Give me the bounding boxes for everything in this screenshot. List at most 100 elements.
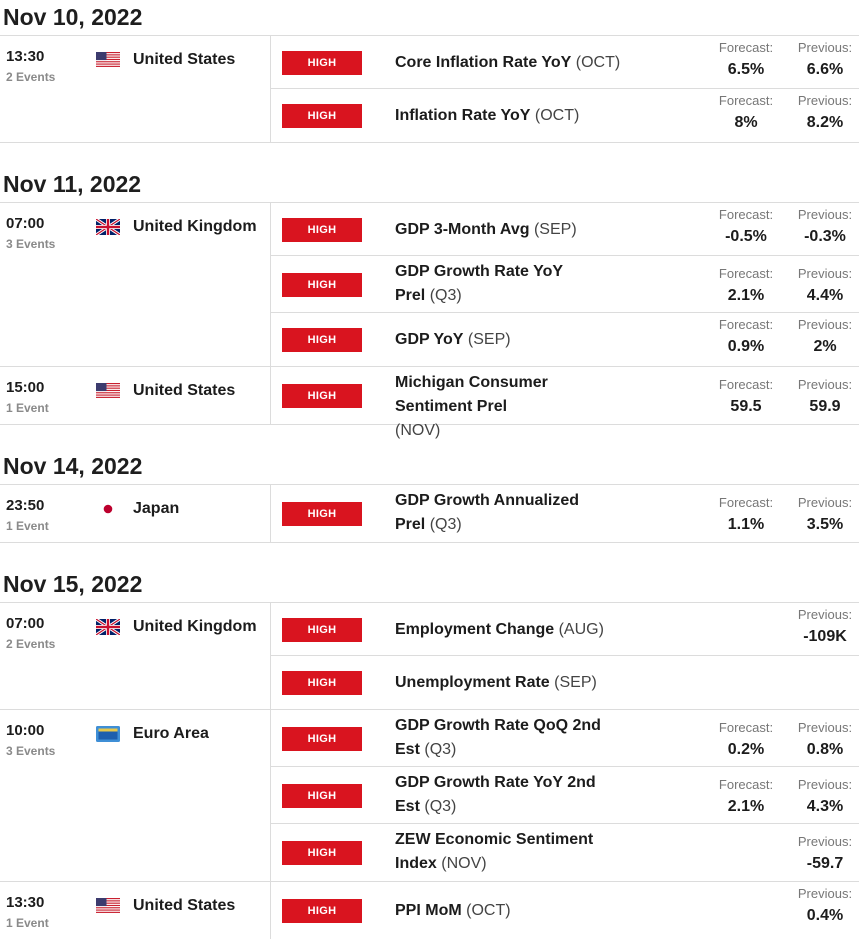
forecast-value: 2.1%	[727, 287, 765, 304]
event-period: (NOV)	[441, 855, 487, 872]
event-row[interactable]: HIGH GDP 3-Month Avg (SEP) Forecast: -0.5% P…	[271, 203, 859, 256]
event-row[interactable]: HIGH GDP Growth Annualized Prel (Q3) Forec…	[271, 485, 859, 542]
time-country-cell: 07:00 2 Events United Kingdom	[0, 603, 271, 709]
event-count: 2 Events	[6, 70, 56, 84]
event-time: 10:00	[6, 722, 45, 739]
event-title: GDP Growth Rate YoY 2nd Est	[395, 774, 596, 815]
forecast-label: Forecast:	[718, 777, 774, 792]
event-name[interactable]: PPI MoM (OCT)	[395, 899, 635, 923]
event-name[interactable]: Core Inflation Rate YoY (OCT)	[395, 51, 635, 75]
country-name[interactable]: Euro Area	[133, 725, 209, 742]
day-spacer	[0, 543, 859, 567]
previous-stat: Previous: 3.5%	[785, 495, 859, 536]
event-time: 07:00	[6, 215, 45, 232]
previous-stat: Previous: 0.8%	[785, 720, 859, 761]
event-name[interactable]: ZEW Economic Sentiment Index (NOV)	[395, 828, 595, 876]
forecast-value: 2.1%	[727, 798, 765, 815]
event-row[interactable]: HIGH GDP YoY (SEP) Forecast: 0.9% Previous: 2…	[271, 313, 859, 366]
day-date-header: Nov 14, 2022	[0, 449, 859, 485]
time-group: 23:50 1 Event Japan HIGH GDP Growth Annualiz…	[0, 485, 859, 543]
country-name[interactable]: United States	[133, 382, 236, 399]
event-period: (OCT)	[534, 107, 580, 124]
day-date-header: Nov 10, 2022	[0, 0, 859, 36]
impact-badge-high: HIGH	[282, 104, 362, 128]
event-name[interactable]: GDP Growth Rate YoY Prel (Q3)	[395, 260, 595, 308]
event-row[interactable]: HIGH Employment Change (AUG) Previous: -109…	[271, 603, 859, 656]
previous-label: Previous:	[797, 607, 853, 622]
event-title: Michigan Consumer Sentiment Prel	[395, 374, 548, 415]
forecast-stat: Forecast: 6.5%	[706, 40, 786, 81]
event-count: 1 Event	[6, 519, 49, 533]
forecast-label: Forecast:	[718, 93, 774, 108]
previous-value: 6.6%	[806, 61, 844, 78]
forecast-value: 0.2%	[727, 741, 765, 758]
event-period: (SEP)	[554, 674, 597, 691]
event-row[interactable]: HIGH ZEW Economic Sentiment Index (NOV) Pr…	[271, 824, 859, 881]
events-list: HIGH GDP 3-Month Avg (SEP) Forecast: -0.5% P…	[271, 203, 859, 366]
event-row[interactable]: HIGH GDP Growth Rate QoQ 2nd Est (Q3) Fore…	[271, 710, 859, 767]
previous-label: Previous:	[797, 886, 853, 901]
united-states-flag-icon	[96, 383, 120, 399]
event-name[interactable]: GDP Growth Rate YoY 2nd Est (Q3)	[395, 771, 620, 819]
event-time: 15:00	[6, 379, 45, 396]
country-name[interactable]: United Kingdom	[133, 218, 257, 235]
event-name[interactable]: Michigan Consumer Sentiment Prel (NOV)	[395, 371, 555, 443]
time-country-cell: 07:00 3 Events United Kingdom	[0, 203, 271, 366]
events-list: HIGH GDP Growth Rate QoQ 2nd Est (Q3) Fore…	[271, 710, 859, 881]
event-name[interactable]: GDP 3-Month Avg (SEP)	[395, 218, 635, 242]
event-title: Employment Change	[395, 621, 555, 638]
previous-label: Previous:	[797, 266, 853, 281]
previous-label: Previous:	[797, 777, 853, 792]
forecast-label: Forecast:	[718, 40, 774, 55]
country-name[interactable]: Japan	[133, 500, 180, 517]
event-count: 2 Events	[6, 637, 56, 651]
event-row[interactable]: HIGH GDP Growth Rate YoY 2nd Est (Q3) Fore…	[271, 767, 859, 824]
country-name[interactable]: United States	[133, 51, 236, 68]
previous-stat: Previous: 4.3%	[785, 777, 859, 818]
day-date-header: Nov 15, 2022	[0, 567, 859, 603]
event-name[interactable]: GDP Growth Annualized Prel (Q3)	[395, 489, 610, 537]
event-row[interactable]: HIGH Michigan Consumer Sentiment Prel (NO…	[271, 367, 859, 439]
previous-value: -0.3%	[804, 228, 846, 245]
event-title: GDP 3-Month Avg	[395, 221, 530, 238]
impact-badge-high: HIGH	[282, 841, 362, 865]
forecast-value: 59.5	[730, 398, 762, 415]
time-group: 13:30 2 Events United States HIGH Core Infla…	[0, 36, 859, 143]
event-name[interactable]: Employment Change (AUG)	[395, 618, 635, 642]
previous-value: 2%	[813, 338, 837, 355]
forecast-stat: Forecast: 1.1%	[706, 495, 786, 536]
event-row[interactable]: HIGH Core Inflation Rate YoY (OCT) Forecas…	[271, 36, 859, 89]
impact-badge-high: HIGH	[282, 218, 362, 242]
impact-badge-high: HIGH	[282, 51, 362, 75]
previous-value: -59.7	[806, 855, 844, 872]
event-row[interactable]: HIGH GDP Growth Rate YoY Prel (Q3) Forecas…	[271, 256, 859, 313]
previous-value: 3.5%	[806, 516, 844, 533]
country-name[interactable]: United Kingdom	[133, 618, 257, 635]
event-period: (Q3)	[424, 741, 457, 758]
previous-label: Previous:	[797, 495, 853, 510]
impact-badge-high: HIGH	[282, 727, 362, 751]
event-row[interactable]: HIGH Inflation Rate YoY (OCT) Forecast: 8% P…	[271, 89, 859, 142]
event-time: 07:00	[6, 615, 45, 632]
day-spacer	[0, 143, 859, 167]
country-name[interactable]: United States	[133, 897, 236, 914]
event-name[interactable]: GDP Growth Rate QoQ 2nd Est (Q3)	[395, 714, 620, 762]
event-period: (Q3)	[429, 287, 462, 304]
previous-label: Previous:	[797, 317, 853, 332]
previous-value: 59.9	[809, 398, 841, 415]
event-title: PPI MoM	[395, 902, 462, 919]
event-period: (SEP)	[533, 221, 577, 238]
event-name[interactable]: Inflation Rate YoY (OCT)	[395, 104, 635, 128]
event-row[interactable]: HIGH PPI MoM (OCT) Previous: 0.4%	[271, 882, 859, 939]
time-group: 13:30 1 Event United States HIGH PPI MoM (OC…	[0, 882, 859, 939]
events-list: HIGH Core Inflation Rate YoY (OCT) Forecas…	[271, 36, 859, 142]
event-row[interactable]: HIGH Unemployment Rate (SEP)	[271, 656, 859, 709]
forecast-stat: Forecast: -0.5%	[706, 207, 786, 248]
event-name[interactable]: GDP YoY (SEP)	[395, 328, 635, 352]
event-name[interactable]: Unemployment Rate (SEP)	[395, 671, 635, 695]
forecast-stat: Forecast: 2.1%	[706, 266, 786, 307]
united-kingdom-flag-icon	[95, 217, 121, 237]
event-title: GDP Growth Annualized Prel	[395, 492, 580, 533]
forecast-stat: Forecast: 8%	[706, 93, 786, 134]
forecast-stat: Forecast: 0.2%	[706, 720, 786, 761]
